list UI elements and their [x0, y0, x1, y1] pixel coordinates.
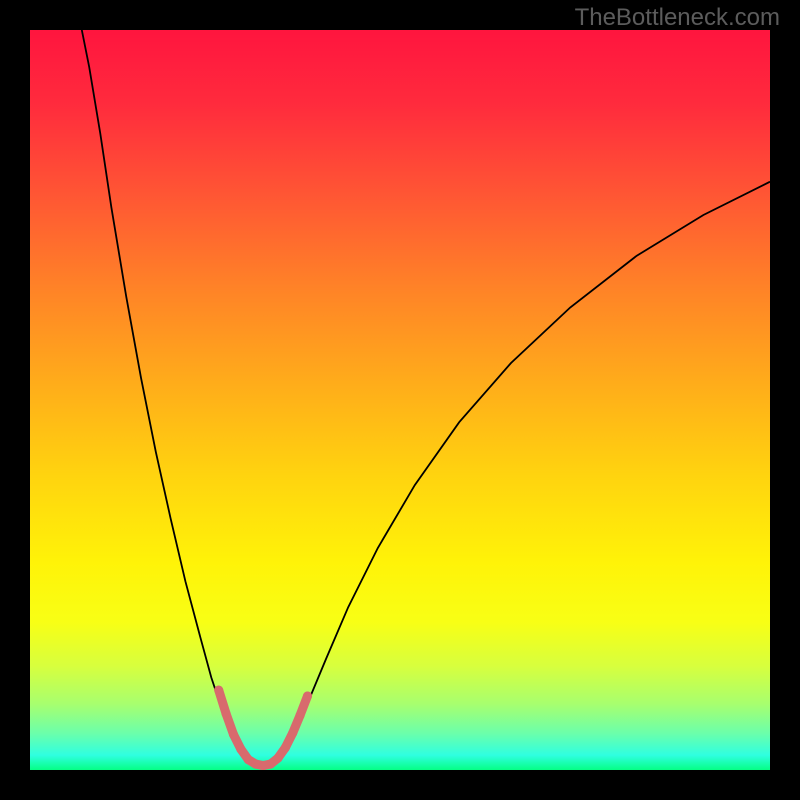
marker-dot	[273, 754, 282, 763]
gradient-svg	[30, 30, 770, 770]
gradient-rect	[30, 30, 770, 770]
marker-dot	[296, 711, 305, 720]
marker-dot	[281, 743, 290, 752]
marker-dot	[288, 729, 297, 738]
marker-dot	[222, 709, 231, 718]
marker-dot	[303, 692, 312, 701]
marker-dot	[214, 686, 223, 695]
marker-dot	[251, 760, 260, 769]
marker-dot	[236, 745, 245, 754]
watermark-text: TheBottleneck.com	[575, 4, 780, 32]
plot-area	[30, 30, 770, 770]
marker-dot	[229, 730, 238, 739]
marker-dot	[266, 760, 275, 769]
